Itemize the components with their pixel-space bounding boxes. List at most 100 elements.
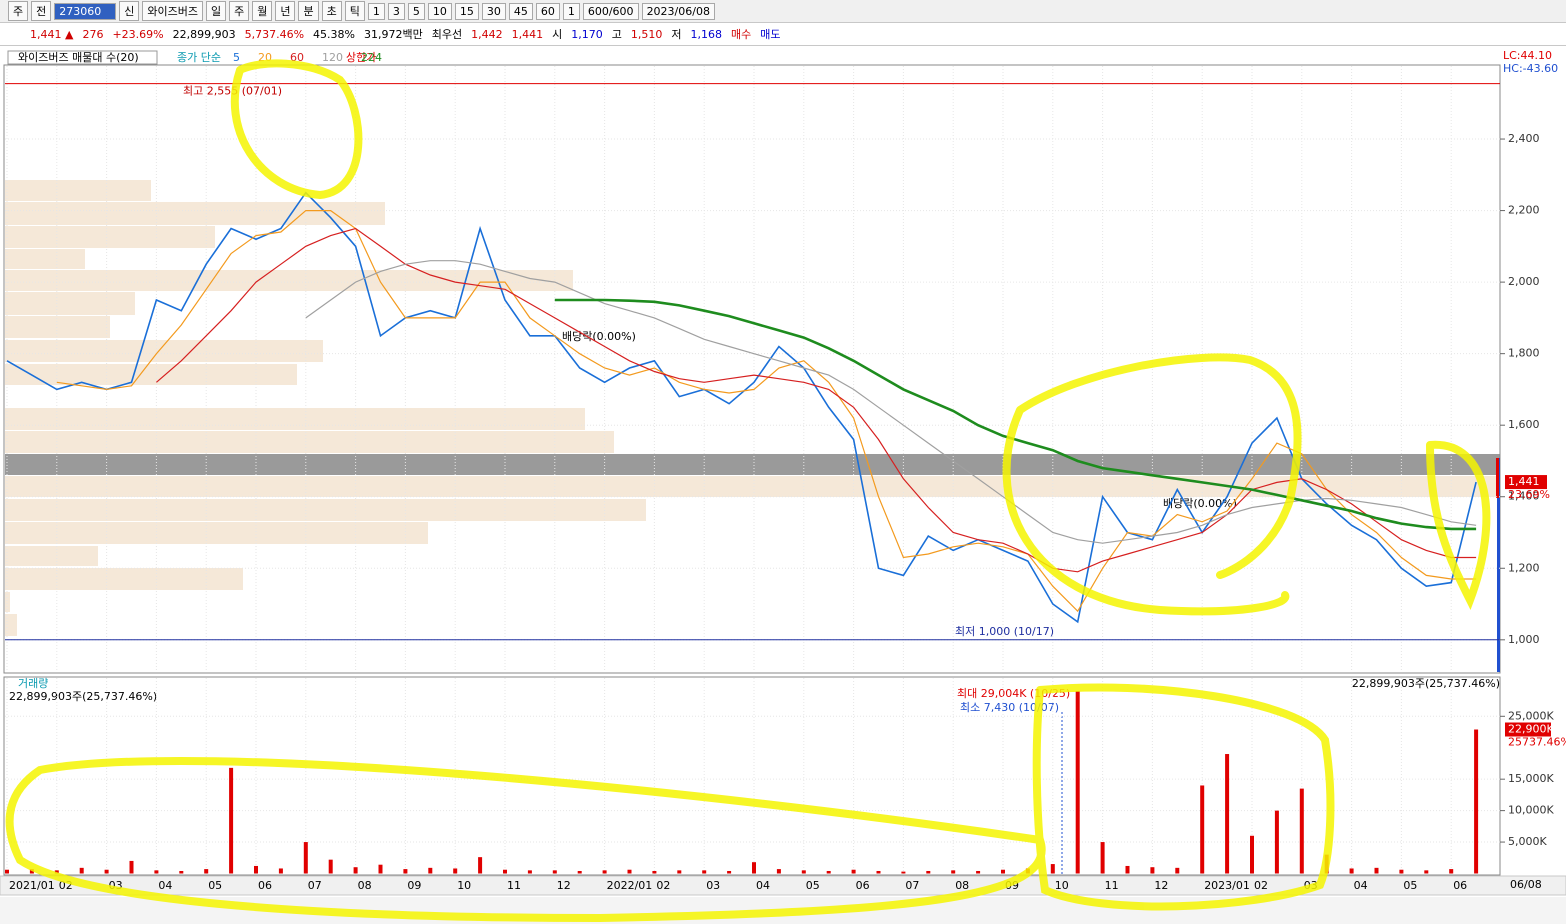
toolbar-button[interactable]: 전 xyxy=(31,1,52,21)
volume-tag-label: 22,900K xyxy=(1508,723,1554,736)
volume-bar xyxy=(453,868,458,874)
toolbar-button[interactable]: 600/600 xyxy=(582,2,639,20)
volume-bar xyxy=(328,859,333,874)
legend-entry: 5 xyxy=(233,51,240,64)
volume-bar xyxy=(1001,869,1005,874)
x-tick-label: 2021/01 xyxy=(9,879,55,892)
volume-pct-label: 25737.46% xyxy=(1508,736,1566,749)
volume-bar xyxy=(652,870,657,874)
dividend-label: 배당락(0.00%) xyxy=(1163,497,1237,510)
toolbar-button[interactable]: 년 xyxy=(275,1,296,21)
lc-label: LC:44.10 xyxy=(1503,49,1552,62)
toolbar-button[interactable]: 월 xyxy=(252,1,273,21)
chart-title: 와이즈버즈 매물대 수(20) xyxy=(18,51,139,64)
toolbar-button[interactable]: 초 xyxy=(321,1,342,21)
toolbar-button[interactable]: 틱 xyxy=(344,1,365,21)
x-tick-label: 05 xyxy=(1403,879,1417,892)
x-tick-label: 04 xyxy=(756,879,770,892)
change-label: 23.69% xyxy=(1508,488,1550,501)
quote-item: 5,737.46% xyxy=(244,27,305,41)
volume-bar xyxy=(503,869,507,874)
volume-subtitle: 22,899,903주(25,737.46%) xyxy=(9,690,157,703)
volume-profile xyxy=(5,180,1500,636)
volume-bar xyxy=(129,860,134,874)
volume-bar xyxy=(303,842,308,874)
date-label: 06/08 xyxy=(1510,878,1542,891)
dividend-label: 배당락(0.00%) xyxy=(562,330,636,343)
x-tick-label: 02 xyxy=(656,879,670,892)
toolbar-button[interactable]: 신 xyxy=(119,1,140,21)
toolbar-button[interactable]: 2023/06/08 xyxy=(641,2,715,20)
volume-bar xyxy=(54,870,59,874)
hc-label: HC:-43.60 xyxy=(1503,62,1558,75)
volume-bar xyxy=(1250,835,1254,874)
series-line xyxy=(554,298,1477,531)
x-tick-label: 10 xyxy=(1055,879,1069,892)
toolbar-button[interactable]: 1 xyxy=(562,2,580,20)
volume-bar xyxy=(254,865,258,874)
volume-bar xyxy=(951,870,956,874)
x-tick-label: 05 xyxy=(208,879,222,892)
y-tick-label: 5,000K xyxy=(1508,835,1547,848)
toolbar-button[interactable]: 15 xyxy=(454,2,479,20)
quote-bar: 1,441 ▲ 276 +23.69% 22,899,903 5,737.46% 45.3… xyxy=(0,23,1566,46)
volume-subtitle: 22,899,903주(25,737.46%) xyxy=(1352,677,1500,690)
volume-bar xyxy=(1150,867,1155,874)
quote-item: 고 xyxy=(611,28,622,41)
toolbar-button[interactable]: 30 xyxy=(481,2,506,20)
toolbar-button[interactable]: 3 xyxy=(387,2,405,20)
volume-tag xyxy=(1505,722,1551,737)
volume-bar xyxy=(826,870,831,874)
toolbar-button[interactable]: 1 xyxy=(367,2,385,20)
volume-panel xyxy=(3,676,1501,876)
volume-bar xyxy=(204,869,209,874)
toolbar-button[interactable]: 주 xyxy=(8,1,29,21)
toolbar-button[interactable]: 5 xyxy=(407,2,425,20)
y-tick-label: 10,000K xyxy=(1508,804,1554,817)
toolbar-button[interactable]: 일 xyxy=(205,1,227,21)
toolbar-button[interactable]: 60 xyxy=(535,2,560,20)
date-axis xyxy=(0,875,1566,896)
quote-item: 1,441 xyxy=(511,27,544,41)
volume-bar xyxy=(1474,729,1479,874)
toolbar-button[interactable]: 10 xyxy=(427,2,452,20)
volume-bar xyxy=(752,862,756,874)
volume-bar xyxy=(229,767,234,874)
toolbar-button[interactable]: 분 xyxy=(298,1,319,21)
quote-item: 저 xyxy=(671,28,682,41)
quote-item: +23.69% xyxy=(112,27,164,41)
volume-bar xyxy=(677,870,682,874)
x-tick-label: 11 xyxy=(1105,879,1119,892)
volume-bar xyxy=(851,869,856,874)
toolbar-button[interactable]: 와이즈버즈 xyxy=(142,1,203,21)
quote-item: 31,972백만 xyxy=(364,28,423,41)
x-tick-label: 08 xyxy=(358,879,372,892)
volume-bar xyxy=(1050,864,1055,874)
y-tick-label: 1,000 xyxy=(1508,633,1540,646)
x-tick-label: 03 xyxy=(706,879,720,892)
toolbar-button[interactable]: 주 xyxy=(229,1,250,21)
y-tick-label: 1,200 xyxy=(1508,561,1540,574)
volume-bar xyxy=(527,870,532,874)
volume-bar xyxy=(1200,785,1205,874)
y-tick-label: 2,200 xyxy=(1508,204,1540,217)
legend-box xyxy=(7,50,158,65)
y-tick-label: 1,800 xyxy=(1508,347,1540,360)
volume-bar xyxy=(478,857,483,874)
volume-bar xyxy=(1374,867,1379,874)
low-label: 최저 1,000 (10/17) xyxy=(955,625,1054,638)
quote-item: 1,441 ▲ xyxy=(30,27,74,41)
quote-item: 22,899,903 xyxy=(172,27,236,41)
volume-bar xyxy=(5,869,9,874)
volume-bar xyxy=(1274,810,1279,874)
volume-bar xyxy=(79,867,84,874)
toolbar-button[interactable]: 45 xyxy=(508,2,533,20)
quote-item: 276 xyxy=(82,27,104,41)
x-tick-label: 04 xyxy=(1354,879,1368,892)
volume-bar xyxy=(702,870,707,874)
quote-item: 1,168 xyxy=(690,27,722,41)
legend-title: 종가 단순 xyxy=(177,51,221,64)
toolbar-button[interactable]: 273060 xyxy=(54,2,117,20)
x-tick-label: 07 xyxy=(905,879,919,892)
volume-bar xyxy=(602,870,607,874)
